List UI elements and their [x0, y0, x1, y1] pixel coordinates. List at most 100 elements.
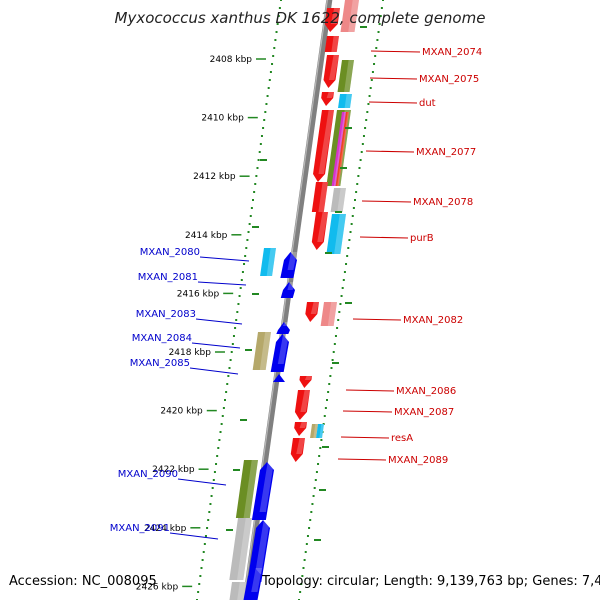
track-border-dot — [236, 311, 239, 313]
feature-block-shade — [259, 462, 274, 512]
track-border-dot — [336, 327, 339, 329]
feature-block — [243, 568, 262, 600]
track-border-dot — [360, 151, 363, 153]
feature-block-shape — [326, 214, 346, 254]
track-border-dot — [252, 199, 254, 201]
feature-block — [280, 282, 295, 298]
track-border-dot — [275, 31, 278, 33]
track-border-dot — [324, 407, 327, 409]
feature-block-shade — [333, 112, 346, 186]
feature-block-shade — [337, 188, 346, 212]
track-border-dot — [318, 455, 321, 457]
label-leader-line — [359, 236, 409, 239]
label-leader-line — [191, 342, 241, 349]
track-border-dot — [334, 335, 337, 337]
feature-block-shade — [299, 422, 307, 428]
feature-block-shade — [300, 390, 310, 412]
feature-block-shade — [330, 8, 340, 24]
gene-label-reverse[interactable]: MXAN_2081 — [138, 272, 198, 283]
track-border-dot — [213, 471, 216, 473]
track-border-dot — [210, 495, 213, 497]
track-border-dot — [305, 543, 308, 545]
track-border-dot — [347, 247, 350, 249]
feature-block — [305, 302, 319, 322]
track-border-dot — [229, 359, 232, 361]
track-border-dot — [352, 207, 355, 209]
track-border-dot — [304, 551, 307, 553]
track-border-dot — [197, 591, 200, 593]
label-leader-line — [337, 458, 387, 461]
track-border-dot — [345, 263, 348, 265]
gene-label-forward[interactable]: MXAN_2087 — [394, 407, 454, 418]
feature-block-shade — [328, 55, 339, 80]
feature-block-shade — [237, 582, 246, 600]
feature-block — [290, 438, 305, 462]
track-border-dot — [200, 567, 203, 569]
gene-label-reverse[interactable]: MXAN_2083 — [136, 309, 196, 320]
track-border-dot — [371, 71, 374, 73]
feature-block-shape — [280, 282, 295, 298]
feature-block — [229, 582, 246, 600]
track-border-dot — [356, 183, 359, 185]
track-border-dot — [246, 239, 249, 241]
gene-label-forward[interactable]: MXAN_2075 — [419, 74, 479, 85]
track-border-dot — [300, 583, 303, 585]
track-border-dot — [234, 327, 237, 329]
scale-ticks: 2408 kbp 2410 kbp 2412 kbp 2414 kbp 2416 kbp… — [136, 26, 367, 592]
gene-label-forward[interactable]: MXAN_2074 — [422, 47, 482, 58]
feature-block-shape — [252, 332, 271, 370]
track-border-dot — [255, 175, 258, 177]
track-border-dot — [230, 351, 233, 353]
feature-block — [229, 518, 252, 580]
feature-block-shape — [299, 376, 312, 388]
gene-label-forward[interactable]: MXAN_2086 — [396, 386, 456, 397]
gene-label-reverse[interactable]: MXAN_2085 — [130, 358, 190, 369]
label-leader-line — [195, 318, 243, 325]
track-border-dot — [266, 95, 269, 97]
features — [229, 0, 359, 600]
scale-tick-label: 2416 kbp — [177, 289, 220, 299]
track-border-dot — [250, 207, 253, 209]
gene-label-forward[interactable]: dut — [419, 98, 436, 109]
gene-label-reverse[interactable]: MXAN_2080 — [140, 247, 200, 258]
track-border-dot — [374, 55, 377, 57]
gene-label-forward[interactable]: purB — [410, 233, 434, 244]
gene-label-reverse[interactable]: MXAN_2091 — [110, 523, 170, 534]
feature-block-shade — [266, 248, 276, 276]
track-border-dot — [361, 143, 364, 145]
track-border-dot — [362, 135, 365, 137]
gene-label-forward[interactable]: MXAN_2078 — [413, 197, 473, 208]
track-border-dot — [313, 487, 316, 489]
track-border-dot — [206, 527, 209, 529]
track-border-dot — [204, 535, 207, 537]
feature-block — [299, 376, 312, 388]
track-border-dot — [303, 559, 306, 561]
gene-label-reverse[interactable]: MXAN_2084 — [132, 333, 192, 344]
track-border-dot — [370, 79, 373, 81]
track-border-dot — [254, 183, 257, 185]
label-leader-line — [365, 150, 415, 153]
gene-label-forward[interactable]: MXAN_2089 — [388, 455, 448, 466]
feature-block — [276, 322, 290, 334]
feature-block — [316, 424, 324, 438]
track-border-dot — [339, 303, 342, 305]
feature-block-shade — [318, 182, 328, 212]
feature-block — [294, 390, 310, 420]
gene-label-forward[interactable]: resA — [391, 433, 413, 444]
track-border-dot — [306, 535, 309, 537]
scale-tick-label: 2426 kbp — [136, 582, 179, 592]
track-border-dot — [380, 7, 383, 9]
gene-label-reverse[interactable]: MXAN_2090 — [118, 469, 178, 480]
gene-label-forward[interactable]: MXAN_2082 — [403, 315, 463, 326]
track-border-dot — [247, 231, 250, 233]
feature-block-shade — [327, 302, 337, 326]
track-border-dot — [262, 127, 265, 129]
gene-label-forward[interactable]: MXAN_2077 — [416, 147, 476, 158]
feature-block-shape — [276, 322, 290, 334]
track-border-dot — [218, 439, 221, 441]
track-border-dot — [244, 255, 247, 257]
track-border-dot — [253, 191, 256, 193]
